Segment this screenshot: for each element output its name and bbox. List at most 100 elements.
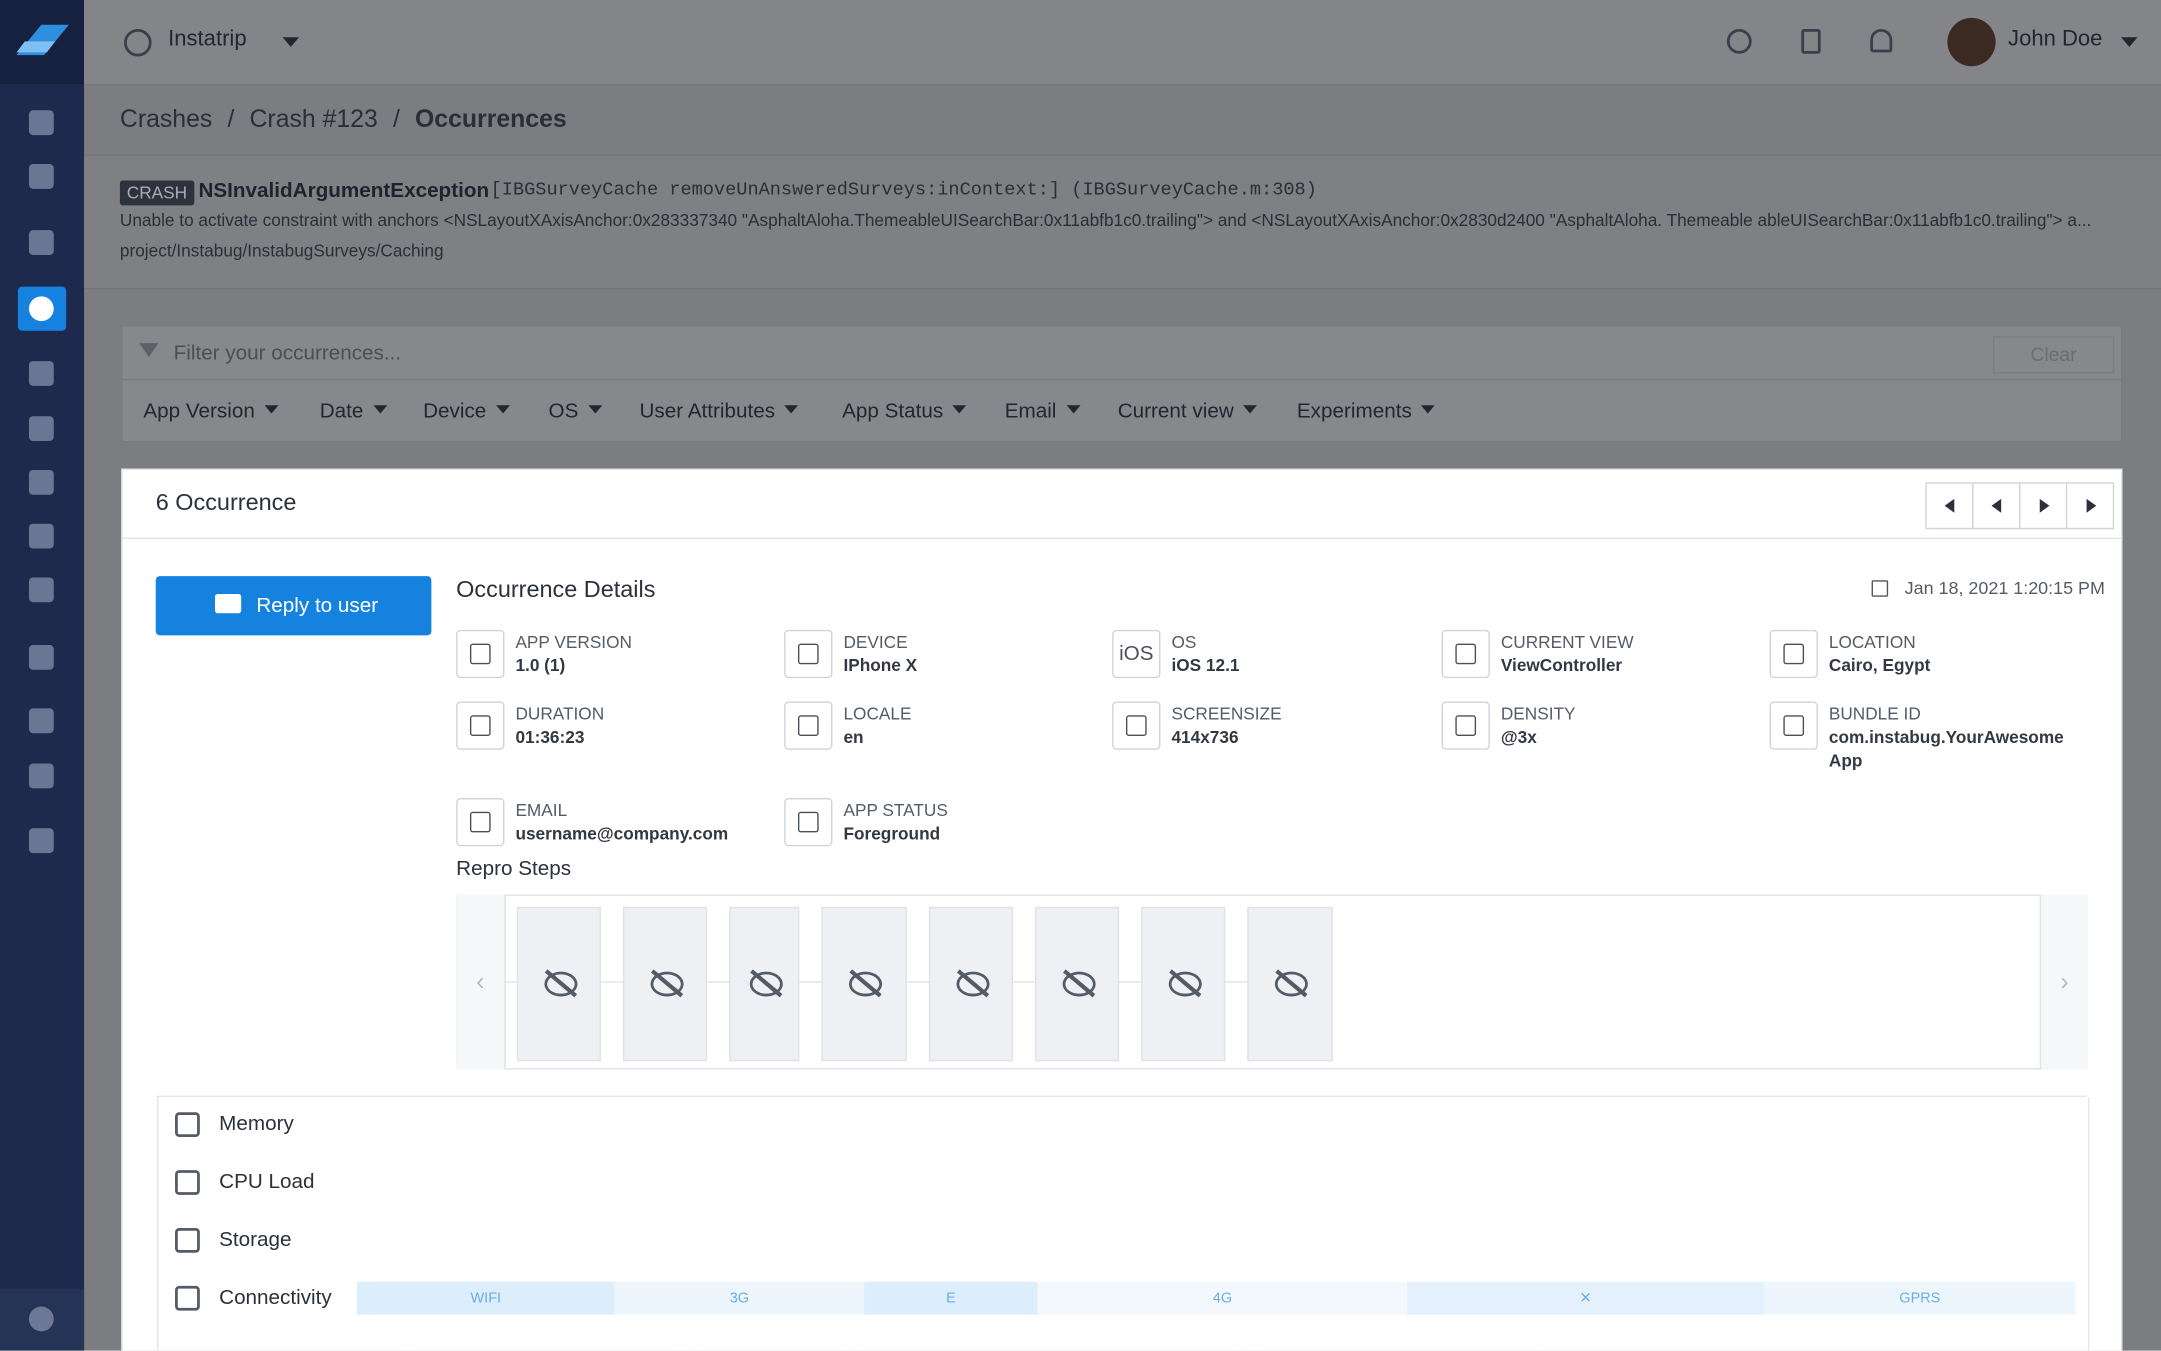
- docs-icon[interactable]: [1801, 28, 1821, 54]
- reply-button[interactable]: Reply to user: [155, 576, 432, 636]
- detail-icon: [784, 701, 833, 750]
- crash-message: Unable to activate constraint with ancho…: [119, 210, 2092, 231]
- filter-option[interactable]: Device: [423, 400, 510, 423]
- repro-thumbnail[interactable]: [1141, 906, 1226, 1062]
- detail-label: DURATION: [515, 704, 605, 724]
- sidebar: [0, 0, 85, 1351]
- pager-button[interactable]: [2019, 482, 2068, 530]
- detail-value: Foreground: [843, 824, 941, 844]
- metric-icon: [175, 1170, 200, 1195]
- sidebar-icon[interactable]: [28, 577, 54, 603]
- logo-area: [0, 0, 85, 85]
- detail-label: APP VERSION: [515, 632, 632, 652]
- breadcrumb-item[interactable]: Crash #123: [249, 104, 378, 133]
- detail-label: CURRENT VIEW: [1500, 632, 1634, 652]
- sidebar-icon[interactable]: [28, 469, 54, 495]
- sidebar-icon[interactable]: [28, 110, 54, 136]
- repro-thumbnail[interactable]: [1035, 906, 1120, 1062]
- sidebar-icon[interactable]: [28, 230, 54, 255]
- detail-value: IPhone X: [843, 656, 918, 676]
- app-icon: [124, 28, 152, 57]
- panel-divider: [121, 537, 2123, 539]
- filter-option[interactable]: Experiments: [1297, 400, 1435, 423]
- app-name[interactable]: Instatrip: [168, 27, 247, 51]
- detail-label: APP STATUS: [843, 800, 948, 821]
- detail-label: BUNDLE ID: [1828, 704, 1921, 724]
- detail-value: iOS 12.1: [1171, 656, 1240, 676]
- metric-icon: [175, 1285, 200, 1311]
- metric-icon: [175, 1227, 200, 1253]
- calendar-icon: [1871, 580, 1889, 597]
- repro-line: [504, 981, 1332, 983]
- app-dropdown[interactable]: [282, 37, 300, 55]
- filter-placeholder[interactable]: Filter your occurrences...: [173, 341, 402, 366]
- user-dropdown[interactable]: [2121, 37, 2138, 55]
- detail-label: LOCALE: [843, 704, 912, 724]
- connectivity-segment: E: [864, 1281, 1038, 1315]
- crash-path: project/Instabug/InstabugSurveys/Caching: [119, 241, 444, 261]
- filter-option[interactable]: OS: [549, 400, 602, 423]
- reply-icon: [214, 594, 242, 614]
- filter-icon: [139, 343, 159, 366]
- detail-label: LOCATION: [1828, 632, 1916, 652]
- filter-option[interactable]: App Version: [143, 400, 278, 423]
- sidebar-icon[interactable]: [28, 416, 54, 442]
- breadcrumb-item[interactable]: Occurrences: [415, 104, 567, 133]
- metric-label: CPU Load: [219, 1170, 315, 1194]
- repro-thumbnail[interactable]: [821, 906, 907, 1062]
- bell-icon[interactable]: [1870, 28, 1893, 53]
- avatar[interactable]: [1947, 17, 1996, 67]
- connectivity-segment: 3G: [614, 1281, 865, 1315]
- pager-button[interactable]: [2065, 482, 2115, 530]
- filter-option[interactable]: Email: [1005, 400, 1080, 423]
- crash-info: [84, 155, 2161, 290]
- clear-button[interactable]: Clear: [1992, 336, 2115, 374]
- sidebar-icon[interactable]: [28, 296, 54, 322]
- detail-icon: [1769, 629, 1818, 679]
- detail-icon: [1769, 701, 1818, 750]
- metric-label: Storage: [219, 1227, 292, 1252]
- sidebar-icon[interactable]: [28, 828, 54, 854]
- sidebar-icon[interactable]: [28, 708, 54, 734]
- detail-icon: [1441, 701, 1490, 750]
- detail-value: 01:36:23: [515, 727, 585, 747]
- repro-thumbnail[interactable]: [516, 906, 601, 1062]
- crash-badge: CRASH: [119, 180, 195, 206]
- user-name[interactable]: John Doe: [2008, 27, 2103, 51]
- settings-area[interactable]: [0, 1288, 85, 1351]
- detail-value: com.instabug.YourAwesome App: [1828, 727, 2064, 771]
- filter-input[interactable]: [121, 325, 2123, 381]
- detail-icon: [456, 797, 505, 847]
- sidebar-icon[interactable]: [28, 763, 54, 789]
- repro-next[interactable]: ›: [2039, 894, 2088, 1070]
- detail-icon: iOS: [1112, 629, 1161, 679]
- filter-option[interactable]: Date: [320, 400, 387, 423]
- occurrence-date: Jan 18, 2021 1:20:15 PM: [1904, 577, 2105, 599]
- sidebar-icon[interactable]: [28, 361, 54, 386]
- occurrence-count: 6 Occurrence: [155, 489, 297, 516]
- logo: [16, 24, 69, 56]
- sidebar-icon[interactable]: [28, 644, 54, 670]
- detail-icon: [1441, 629, 1490, 679]
- breadcrumb-item[interactable]: Crashes: [119, 104, 213, 133]
- sidebar-icon[interactable]: [28, 164, 54, 189]
- connectivity-segment: WIFI: [356, 1281, 615, 1315]
- filter-option[interactable]: User Attributes: [639, 400, 798, 423]
- bug-icon[interactable]: [1726, 28, 1752, 54]
- detail-value: @3x: [1500, 727, 1537, 747]
- repro-thumbnail[interactable]: [928, 906, 1013, 1062]
- filter-option[interactable]: Current view: [1118, 400, 1257, 423]
- detail-label: SCREENSIZE: [1171, 704, 1282, 724]
- sidebar-icon[interactable]: [28, 523, 54, 549]
- connectivity-segment: ✕: [1407, 1281, 1765, 1315]
- breadcrumb-item: /: [392, 104, 400, 133]
- metric-icon: [175, 1112, 200, 1138]
- repro-thumbnail[interactable]: [1247, 906, 1333, 1062]
- pager-button[interactable]: [1925, 482, 1974, 530]
- detail-label: OS: [1171, 632, 1197, 652]
- repro-thumbnail[interactable]: [622, 906, 708, 1062]
- pager-button[interactable]: [1972, 482, 2021, 530]
- detail-label: DENSITY: [1500, 704, 1576, 724]
- repro-thumbnail[interactable]: [729, 906, 800, 1062]
- filter-option[interactable]: App Status: [842, 400, 967, 423]
